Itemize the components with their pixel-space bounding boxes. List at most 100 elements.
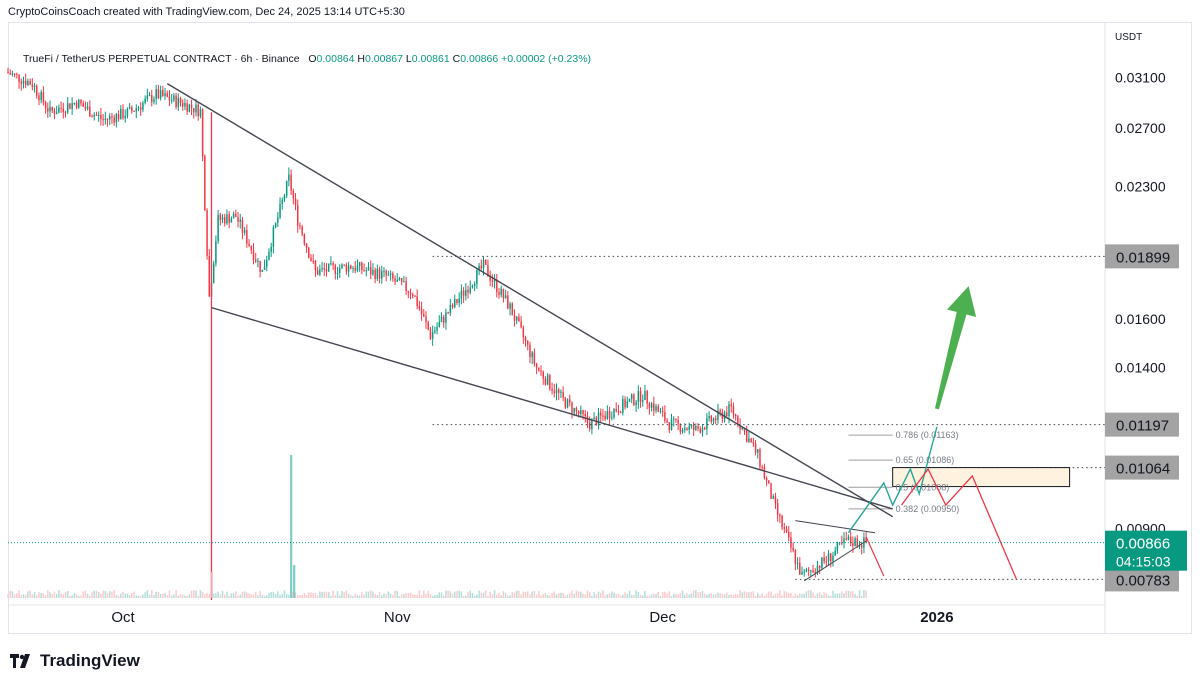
volume-bar — [580, 591, 582, 598]
triangle-lower-line[interactable] — [803, 540, 867, 582]
candle-body — [535, 363, 538, 368]
last-price-badge[interactable] — [1105, 530, 1187, 571]
candle-body — [27, 81, 29, 85]
volume-bar — [155, 591, 157, 598]
candle-body — [135, 108, 138, 112]
volume-bar — [865, 590, 867, 598]
bearish-projection-path[interactable] — [901, 467, 1018, 580]
candle-body — [314, 261, 317, 271]
candle-body — [796, 562, 799, 564]
tradingview-logo-icon — [10, 654, 30, 668]
volume-bar — [9, 590, 11, 598]
price-level-badge[interactable] — [1105, 244, 1179, 269]
volume-bar — [345, 590, 348, 598]
volume-bar — [599, 592, 602, 598]
candle-body — [93, 114, 96, 117]
candle-body — [692, 424, 695, 430]
volume-bar — [650, 594, 653, 598]
volume-bar — [305, 594, 308, 598]
volume-bar — [783, 590, 786, 598]
candle-body — [555, 389, 558, 394]
trendline-upper[interactable] — [166, 83, 894, 518]
volume-bar — [544, 592, 547, 598]
volume-bar — [418, 590, 421, 598]
time-axis-label: 2026 — [920, 609, 953, 626]
candle-body — [473, 283, 476, 287]
fib-level-label: 0.65 (0.01086) — [896, 455, 955, 465]
tradingview-logo[interactable]: TradingView — [10, 651, 140, 671]
candle-body — [223, 217, 226, 224]
candle-body — [7, 71, 9, 73]
candle-body — [644, 391, 646, 401]
candle-body — [281, 199, 283, 204]
volume-bar — [706, 594, 708, 598]
candle-body — [699, 428, 702, 433]
volume-bar — [409, 592, 412, 598]
volume-bar — [113, 590, 115, 598]
volume-bar — [752, 591, 755, 598]
volume-bar — [44, 595, 47, 598]
volume-bar — [445, 590, 447, 598]
volume-bar — [312, 592, 314, 598]
price-level-badge[interactable] — [1105, 567, 1179, 592]
candle-body — [51, 106, 53, 111]
trendline-lower[interactable] — [211, 306, 893, 510]
candle-body — [703, 427, 706, 430]
candle-body — [91, 116, 93, 118]
candle-body — [188, 104, 191, 112]
volume-bar — [801, 594, 803, 598]
candle-body — [78, 99, 80, 108]
candle-body — [509, 303, 511, 309]
volume-bar — [71, 595, 73, 598]
candle-body — [254, 259, 257, 262]
bullish-projection-path[interactable] — [847, 426, 938, 534]
volume-bar — [434, 595, 436, 598]
candle-body — [807, 569, 810, 571]
candle-body — [75, 102, 78, 108]
candle-body — [53, 110, 56, 115]
candle-body — [181, 103, 184, 107]
volume-bar — [398, 595, 401, 598]
volume-bar — [617, 593, 620, 598]
candle-body — [124, 115, 126, 119]
candle-body — [469, 287, 471, 293]
candle-body — [270, 246, 272, 252]
volume-bar — [241, 591, 244, 598]
triangle-upper-line[interactable] — [795, 520, 876, 534]
candle-body — [431, 332, 434, 339]
volume-bar — [162, 593, 164, 598]
candle-body — [637, 390, 640, 403]
bearish-short-path[interactable] — [865, 536, 885, 577]
volume-bar — [361, 592, 363, 598]
price-level-label: 0.01064 — [1116, 461, 1170, 478]
price-chart[interactable]: USDT 0.03100 0.02700 0.02300 0.01600 0.01400 0… — [0, 0, 1200, 640]
volume-bar — [126, 593, 129, 598]
candle-body — [288, 174, 290, 181]
volume-bar — [230, 593, 233, 598]
candle-body — [89, 106, 91, 117]
volume-bar — [524, 592, 527, 598]
symbol-title[interactable]: TrueFi / TetherUS PERPETUAL CONTRACT · 6… — [23, 53, 300, 65]
volume-bar — [431, 595, 434, 598]
candle-body — [279, 203, 281, 218]
volume-bar — [60, 593, 62, 598]
volume-bar — [53, 591, 56, 598]
price-level-badge[interactable] — [1105, 455, 1179, 480]
volume-bar — [69, 595, 71, 598]
candle-body — [858, 545, 861, 547]
volume-bar — [64, 591, 67, 598]
resistance-zone[interactable] — [892, 467, 1071, 488]
candle-body — [73, 102, 76, 104]
candle-body — [341, 264, 343, 269]
time-axis-label: Oct — [111, 609, 135, 626]
candle-body — [113, 117, 115, 123]
candle-body — [763, 467, 766, 478]
candle-body — [69, 103, 71, 109]
volume-bar — [608, 593, 611, 598]
candle-body — [571, 402, 573, 413]
candle-body — [630, 394, 633, 399]
volume-bar — [688, 594, 690, 598]
price-level-badge[interactable] — [1105, 412, 1179, 437]
candle-body — [659, 411, 662, 413]
candle-body — [451, 304, 454, 308]
